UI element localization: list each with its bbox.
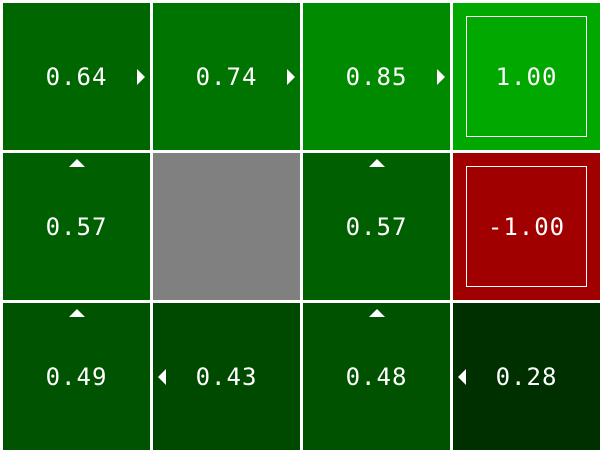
- policy-arrow-right-icon: [137, 68, 145, 85]
- terminal-cell: -1.00: [453, 153, 600, 300]
- state-value: 0.48: [345, 362, 408, 391]
- state-cell: 0.74: [153, 3, 300, 150]
- state-value: 0.28: [495, 362, 558, 391]
- state-cell: 0.43: [153, 303, 300, 450]
- state-value: 0.64: [45, 62, 108, 91]
- state-cell: 0.48: [303, 303, 450, 450]
- policy-arrow-left-icon: [458, 368, 466, 385]
- state-cell: 0.49: [3, 303, 150, 450]
- state-value: 0.43: [195, 362, 258, 391]
- policy-arrow-right-icon: [287, 68, 295, 85]
- terminal-cell: 1.00: [453, 3, 600, 150]
- policy-arrow-left-icon: [158, 368, 166, 385]
- wall-cell: [153, 153, 300, 300]
- policy-arrow-up-icon: [68, 309, 85, 317]
- state-cell: 0.57: [303, 153, 450, 300]
- state-value: 0.49: [45, 362, 108, 391]
- state-value: 0.57: [45, 212, 108, 241]
- terminal-frame: [466, 16, 587, 137]
- policy-arrow-up-icon: [368, 309, 385, 317]
- state-value: 0.74: [195, 62, 258, 91]
- policy-arrow-right-icon: [437, 68, 445, 85]
- state-value: 0.57: [345, 212, 408, 241]
- state-cell: 0.28: [453, 303, 600, 450]
- state-value: -1.00: [487, 212, 566, 241]
- state-value: 1.00: [495, 62, 558, 91]
- policy-arrow-up-icon: [368, 159, 385, 167]
- state-value: 0.85: [345, 62, 408, 91]
- state-cell: 0.85: [303, 3, 450, 150]
- terminal-frame: [466, 166, 587, 287]
- state-cell: 0.57: [3, 153, 150, 300]
- state-cell: 0.64: [3, 3, 150, 150]
- policy-arrow-up-icon: [68, 159, 85, 167]
